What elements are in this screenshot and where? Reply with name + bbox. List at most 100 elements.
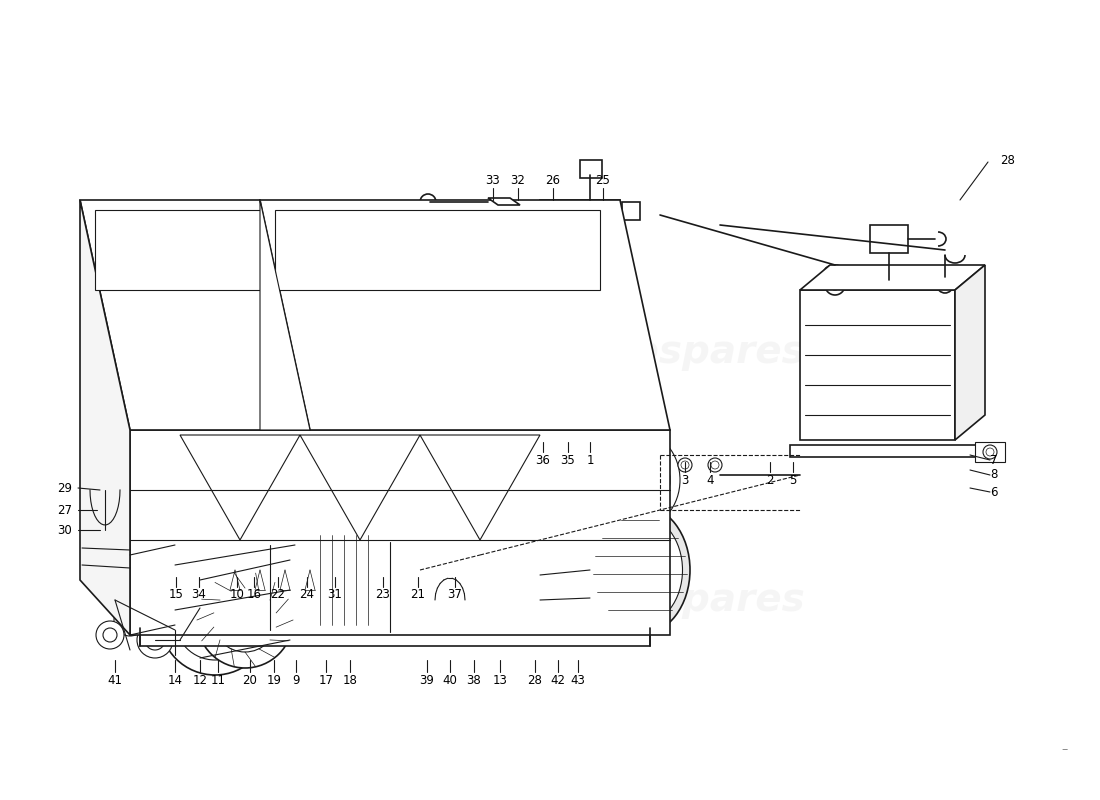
Text: 26: 26 bbox=[546, 174, 561, 186]
Bar bbox=[975, 442, 1005, 462]
Text: 36: 36 bbox=[536, 454, 550, 466]
Text: 42: 42 bbox=[550, 674, 565, 686]
Text: 21: 21 bbox=[410, 589, 426, 602]
Ellipse shape bbox=[597, 515, 682, 625]
Bar bbox=[140, 628, 650, 646]
Bar bbox=[540, 200, 620, 222]
Circle shape bbox=[582, 572, 598, 588]
Circle shape bbox=[130, 585, 180, 635]
Ellipse shape bbox=[600, 433, 680, 527]
Circle shape bbox=[160, 565, 270, 675]
Polygon shape bbox=[488, 198, 520, 205]
Polygon shape bbox=[275, 210, 600, 290]
Text: 6: 6 bbox=[990, 486, 998, 498]
Text: 41: 41 bbox=[108, 674, 122, 686]
Circle shape bbox=[438, 232, 474, 268]
Text: 8: 8 bbox=[990, 469, 998, 482]
Ellipse shape bbox=[326, 368, 344, 392]
Text: 16: 16 bbox=[246, 589, 262, 602]
Polygon shape bbox=[80, 200, 130, 635]
Ellipse shape bbox=[280, 538, 400, 622]
Text: 11: 11 bbox=[210, 674, 225, 686]
Circle shape bbox=[650, 530, 660, 540]
Circle shape bbox=[516, 331, 584, 399]
Text: eurospares: eurospares bbox=[119, 581, 365, 619]
Text: 24: 24 bbox=[299, 589, 315, 602]
Text: 2: 2 bbox=[767, 474, 773, 486]
Ellipse shape bbox=[824, 265, 846, 279]
Text: 37: 37 bbox=[448, 589, 462, 602]
Circle shape bbox=[566, 572, 583, 588]
Circle shape bbox=[830, 280, 840, 290]
Text: 17: 17 bbox=[319, 674, 333, 686]
Circle shape bbox=[355, 555, 365, 565]
Circle shape bbox=[324, 553, 336, 563]
Polygon shape bbox=[420, 435, 540, 540]
Circle shape bbox=[145, 630, 165, 650]
Ellipse shape bbox=[108, 221, 132, 239]
Bar bbox=[800, 290, 955, 440]
Ellipse shape bbox=[373, 555, 407, 605]
Circle shape bbox=[99, 484, 111, 496]
Circle shape bbox=[593, 572, 609, 588]
Text: 28: 28 bbox=[528, 674, 542, 686]
Bar bbox=[870, 225, 907, 253]
Circle shape bbox=[395, 578, 415, 598]
Circle shape bbox=[371, 238, 395, 262]
Circle shape bbox=[373, 556, 437, 620]
Circle shape bbox=[175, 580, 255, 660]
Ellipse shape bbox=[138, 352, 160, 368]
Ellipse shape bbox=[104, 218, 136, 242]
Bar bbox=[300, 530, 390, 630]
Ellipse shape bbox=[265, 541, 395, 635]
Text: 22: 22 bbox=[271, 589, 286, 602]
Ellipse shape bbox=[434, 538, 565, 622]
Circle shape bbox=[986, 448, 994, 456]
Circle shape bbox=[983, 445, 997, 459]
Ellipse shape bbox=[108, 522, 153, 578]
Ellipse shape bbox=[154, 218, 186, 242]
Circle shape bbox=[107, 242, 123, 258]
Circle shape bbox=[195, 600, 235, 640]
Text: 4: 4 bbox=[706, 474, 714, 486]
Circle shape bbox=[574, 572, 591, 588]
Bar bbox=[790, 445, 996, 457]
Ellipse shape bbox=[610, 444, 670, 516]
Circle shape bbox=[191, 236, 219, 264]
Circle shape bbox=[524, 339, 576, 391]
Ellipse shape bbox=[219, 349, 249, 371]
Text: 1: 1 bbox=[586, 454, 594, 466]
Polygon shape bbox=[260, 200, 670, 430]
Ellipse shape bbox=[112, 529, 147, 571]
Circle shape bbox=[295, 555, 305, 565]
Circle shape bbox=[444, 339, 496, 391]
Text: 3: 3 bbox=[681, 474, 689, 486]
Polygon shape bbox=[260, 200, 310, 430]
Ellipse shape bbox=[621, 505, 659, 555]
Polygon shape bbox=[300, 435, 420, 540]
Ellipse shape bbox=[551, 558, 579, 602]
Ellipse shape bbox=[367, 533, 412, 627]
Text: 32: 32 bbox=[510, 174, 526, 186]
Text: 12: 12 bbox=[192, 674, 208, 686]
Circle shape bbox=[681, 461, 689, 469]
Circle shape bbox=[650, 450, 660, 460]
Ellipse shape bbox=[390, 565, 420, 611]
Circle shape bbox=[571, 572, 586, 588]
Text: eurospares: eurospares bbox=[559, 333, 805, 371]
Circle shape bbox=[97, 522, 113, 538]
Text: 23: 23 bbox=[375, 589, 390, 602]
Text: 43: 43 bbox=[571, 674, 585, 686]
Circle shape bbox=[383, 566, 427, 610]
Ellipse shape bbox=[463, 556, 493, 604]
Circle shape bbox=[140, 590, 150, 600]
Ellipse shape bbox=[204, 218, 236, 242]
Circle shape bbox=[140, 450, 150, 460]
Ellipse shape bbox=[590, 505, 690, 635]
Circle shape bbox=[242, 242, 258, 258]
Text: 27: 27 bbox=[57, 503, 72, 517]
Circle shape bbox=[365, 232, 402, 268]
Text: eurospares: eurospares bbox=[559, 581, 805, 619]
Circle shape bbox=[385, 557, 395, 567]
Polygon shape bbox=[180, 435, 300, 540]
